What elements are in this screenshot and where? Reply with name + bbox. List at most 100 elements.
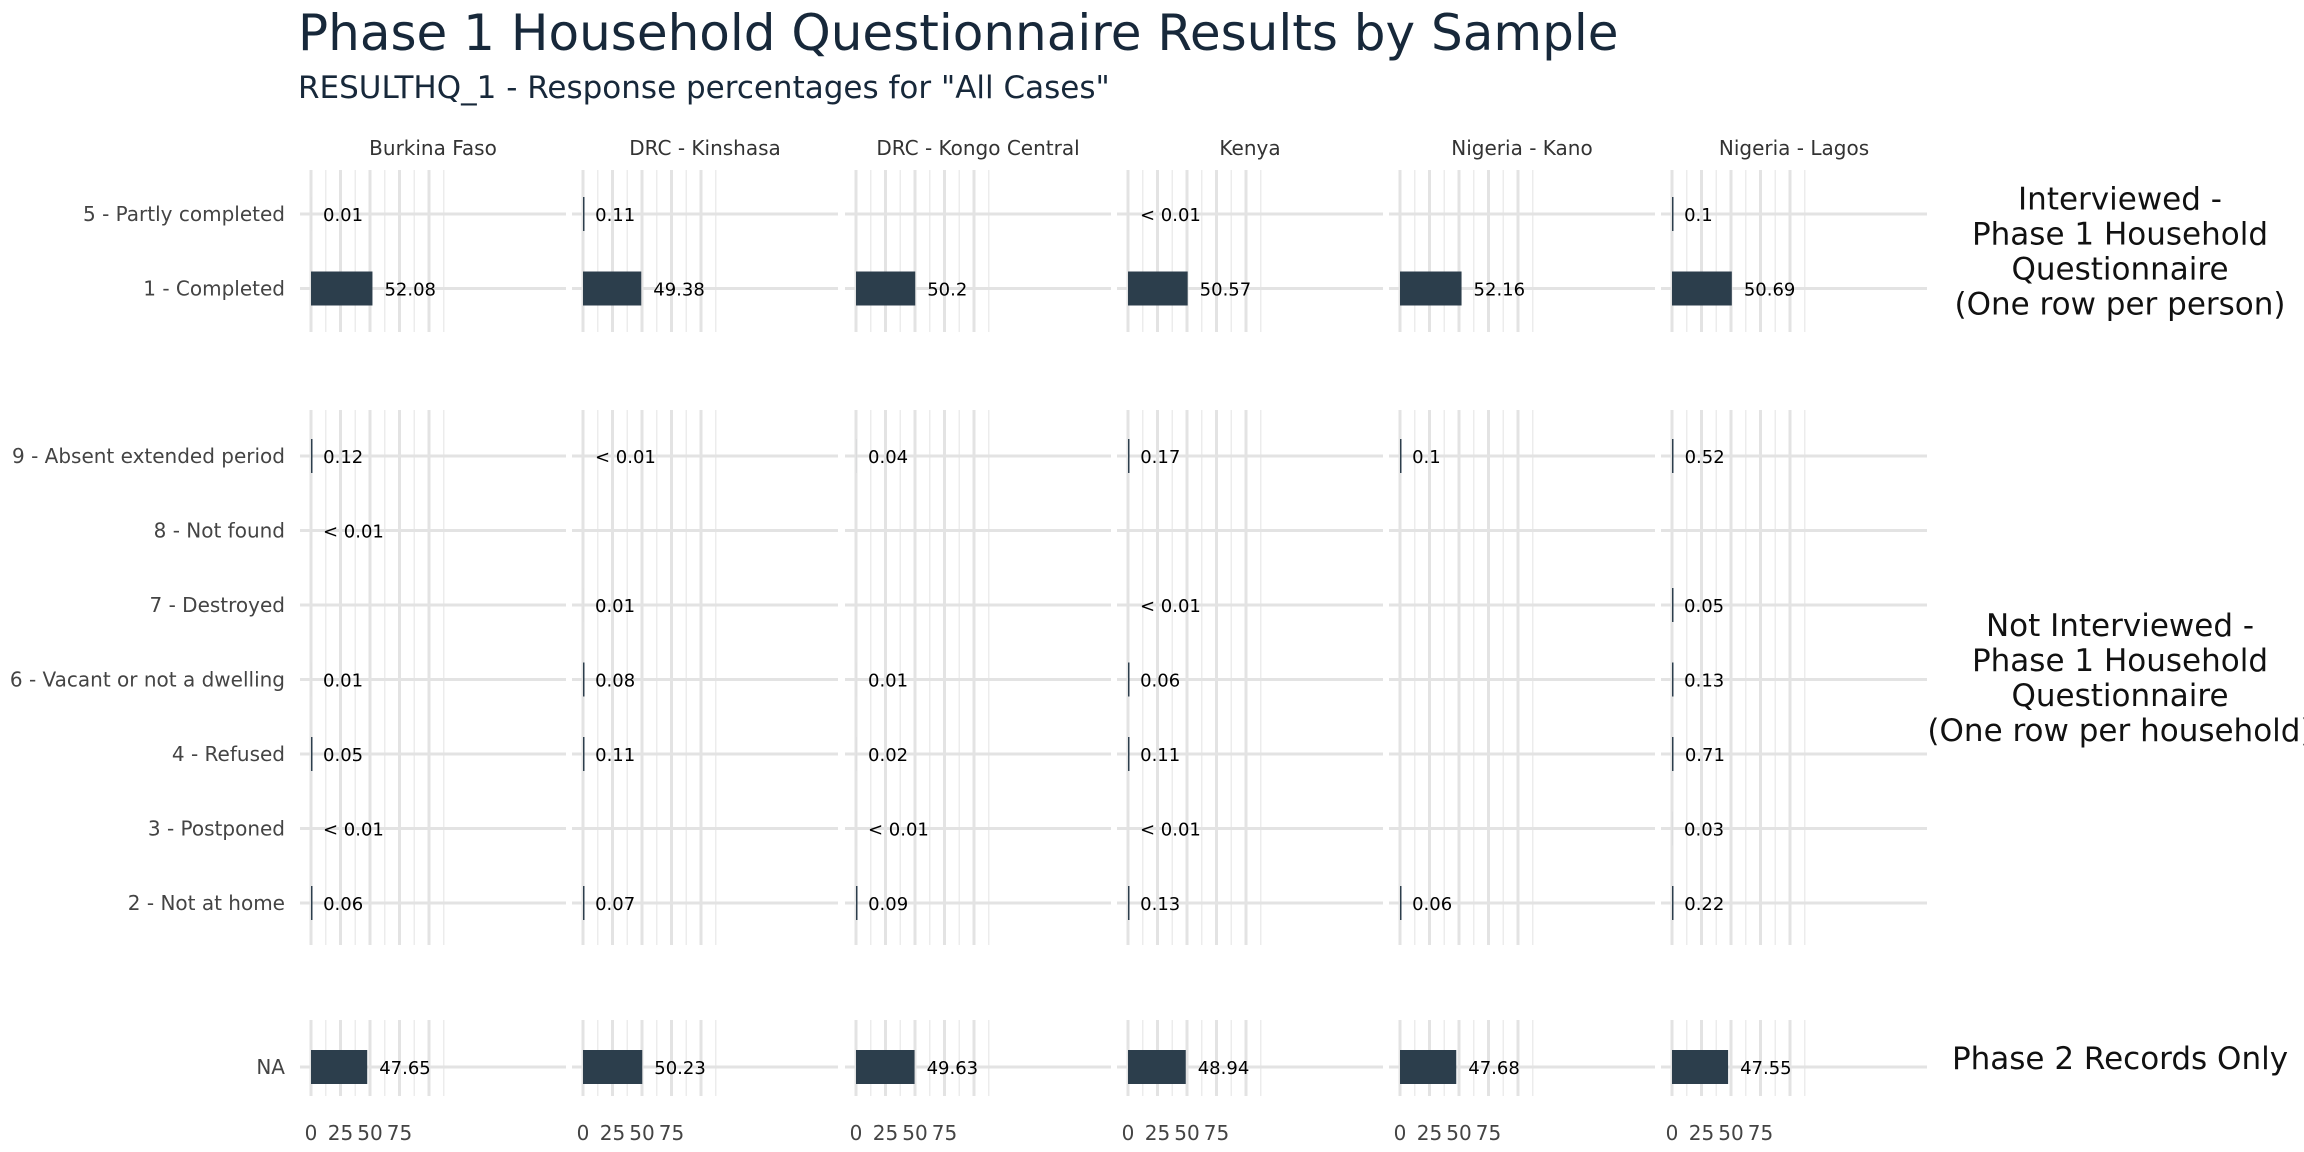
bar — [1672, 1050, 1729, 1084]
bar — [1128, 271, 1188, 306]
x-tick-label: 25 — [1689, 1121, 1714, 1145]
value-label: 0.71 — [1685, 745, 1725, 766]
row-label: 5 - Partly completed — [83, 202, 285, 226]
x-tick-label: 0 — [850, 1121, 863, 1145]
value-label: 0.22 — [1684, 894, 1724, 915]
bar — [583, 1050, 643, 1084]
value-label: < 0.01 — [323, 522, 384, 543]
value-label: 0.12 — [323, 447, 363, 468]
group-label-line: Phase 2 Records Only — [1952, 1041, 2288, 1077]
bar — [1128, 662, 1130, 697]
facet-label: Kenya — [1219, 136, 1280, 160]
facet-label: Nigeria - Kano — [1451, 136, 1592, 160]
group-label-line: Questionnaire — [2011, 252, 2228, 288]
value-label: 49.38 — [653, 280, 705, 301]
row-label: NA — [256, 1055, 285, 1079]
value-label: 0.01 — [868, 671, 908, 692]
bar — [311, 737, 313, 771]
bar — [1128, 1050, 1186, 1084]
value-label: 0.05 — [323, 745, 363, 766]
x-tick-label: 0 — [577, 1121, 590, 1145]
value-label: 52.08 — [384, 280, 436, 301]
x-tick-label: 75 — [1748, 1121, 1773, 1145]
value-label: 0.13 — [1140, 894, 1180, 915]
x-tick-label: 75 — [1476, 1121, 1501, 1145]
bar — [1672, 886, 1674, 920]
bar — [1672, 439, 1674, 473]
bar — [856, 886, 858, 920]
x-tick-label: 50 — [1174, 1121, 1199, 1145]
x-tick-label: 0 — [1666, 1121, 1679, 1145]
value-label: < 0.01 — [1140, 820, 1201, 841]
value-label: < 0.01 — [323, 820, 384, 841]
x-tick-label: 0 — [1122, 1121, 1135, 1145]
row-label: 8 - Not found — [154, 519, 285, 543]
value-label: 0.52 — [1685, 447, 1725, 468]
value-label: 50.69 — [1744, 280, 1796, 301]
value-label: 0.09 — [868, 894, 908, 915]
row-label: 6 - Vacant or not a dwelling — [10, 668, 285, 692]
value-label: 0.05 — [1684, 596, 1724, 617]
bar — [583, 737, 585, 771]
group-label-line: Phase 1 Household — [1972, 217, 2268, 253]
group-label-line: Interviewed - — [2018, 182, 2222, 218]
value-label: 0.04 — [868, 447, 908, 468]
value-label: 0.01 — [323, 205, 363, 226]
x-tick-label: 75 — [932, 1121, 957, 1145]
bar — [1400, 1050, 1457, 1084]
row-label: 9 - Absent extended period — [12, 444, 285, 468]
value-label: 0.1 — [1412, 447, 1441, 468]
group-label-line: Not Interviewed - — [1986, 608, 2254, 644]
value-label: 0.06 — [323, 894, 363, 915]
x-tick-label: 50 — [629, 1121, 654, 1145]
facet-label: Burkina Faso — [369, 136, 497, 160]
group-label-line: Phase 1 Household — [1972, 643, 2268, 679]
value-label: 48.94 — [1198, 1058, 1250, 1079]
value-label: 0.07 — [595, 894, 635, 915]
group-label: Not Interviewed -Phase 1 Household Questi… — [1927, 608, 2304, 749]
group-label-line: (One row per person) — [1954, 287, 2285, 323]
value-label: < 0.01 — [868, 820, 929, 841]
group-label: Phase 2 Records Only — [1952, 1041, 2288, 1077]
row-label: 7 - Destroyed — [150, 593, 285, 617]
bar — [1128, 439, 1130, 473]
x-tick-label: 0 — [1394, 1121, 1407, 1145]
bar — [1672, 271, 1732, 306]
bar — [311, 886, 313, 920]
x-tick-label: 25 — [1145, 1121, 1170, 1145]
value-label: 47.68 — [1468, 1058, 1520, 1079]
bar — [1400, 271, 1462, 306]
bar — [583, 886, 585, 920]
bar — [583, 662, 585, 697]
value-label: 0.13 — [1684, 671, 1724, 692]
x-tick-label: 25 — [328, 1121, 353, 1145]
x-tick-label: 50 — [1446, 1121, 1471, 1145]
bar — [856, 271, 916, 306]
facet-label: DRC - Kongo Central — [876, 136, 1079, 160]
facet-label: Nigeria - Lagos — [1719, 136, 1869, 160]
value-label: < 0.01 — [1140, 205, 1201, 226]
chart-subtitle: RESULTHQ_1 - Response percentages for "A… — [298, 70, 1110, 106]
value-label: 0.11 — [595, 745, 635, 766]
bar — [856, 1050, 915, 1084]
x-tick-label: 25 — [1417, 1121, 1442, 1145]
bar — [1128, 886, 1130, 920]
group-label-line: (One row per household) — [1927, 713, 2304, 749]
bar — [1672, 662, 1674, 697]
bar — [583, 271, 642, 306]
facet-label: DRC - Kinshasa — [629, 136, 781, 160]
x-tick-label: 50 — [1718, 1121, 1743, 1145]
x-tick-label: 75 — [659, 1121, 684, 1145]
bar — [583, 197, 585, 231]
bar — [1400, 886, 1402, 920]
value-label: 0.17 — [1140, 447, 1180, 468]
value-label: 52.16 — [1474, 280, 1526, 301]
value-label: 49.63 — [927, 1058, 979, 1079]
x-tick-label: 75 — [1204, 1121, 1229, 1145]
value-label: 50.23 — [654, 1058, 706, 1079]
bar — [1672, 588, 1674, 622]
bar — [1128, 737, 1130, 771]
value-label: 0.01 — [595, 596, 635, 617]
value-label: 47.55 — [1740, 1058, 1792, 1079]
